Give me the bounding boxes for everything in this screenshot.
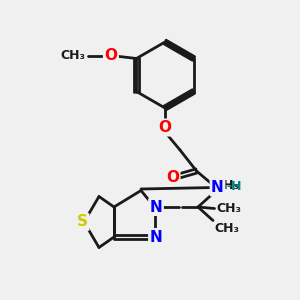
Text: CH₃: CH₃ — [214, 179, 239, 192]
Text: CH₃: CH₃ — [216, 202, 241, 215]
Text: N: N — [150, 230, 162, 244]
Text: N: N — [211, 180, 224, 195]
Text: CH₃: CH₃ — [214, 222, 239, 235]
Text: O: O — [158, 120, 172, 135]
Text: O: O — [166, 169, 179, 184]
Text: S: S — [77, 214, 88, 230]
Text: N: N — [150, 200, 162, 214]
Text: O: O — [104, 48, 117, 63]
Text: -H: -H — [226, 179, 242, 193]
Text: CH₃: CH₃ — [60, 49, 86, 62]
